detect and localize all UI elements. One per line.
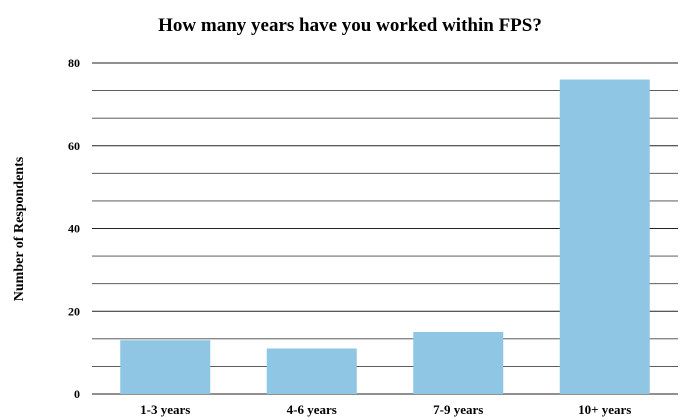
y-tick-label: 0 bbox=[74, 387, 80, 401]
bar-10-years bbox=[559, 79, 650, 395]
chart-title: How many years have you worked within FP… bbox=[158, 15, 542, 36]
y-tick-label: 60 bbox=[68, 139, 80, 153]
bar-7-9-years bbox=[413, 331, 504, 394]
bar-4-6-years bbox=[266, 348, 357, 394]
y-axis-label: Number of Respondents bbox=[12, 156, 27, 301]
x-tick-label: 4-6 years bbox=[287, 402, 337, 417]
bar-1-3-years bbox=[120, 340, 211, 394]
x-tick-labels: 1-3 years 4-6 years 7-9 years 10+ years bbox=[140, 402, 631, 417]
y-tick-label: 40 bbox=[68, 222, 80, 236]
y-tick-label: 80 bbox=[68, 56, 80, 70]
x-tick-label: 7-9 years bbox=[433, 402, 483, 417]
x-tick-label: 1-3 years bbox=[140, 402, 190, 417]
y-tick-labels: 0 20 40 60 80 bbox=[68, 56, 80, 401]
y-tick-label: 20 bbox=[68, 304, 80, 318]
x-tick-label: 10+ years bbox=[578, 402, 631, 417]
bars bbox=[120, 79, 650, 395]
